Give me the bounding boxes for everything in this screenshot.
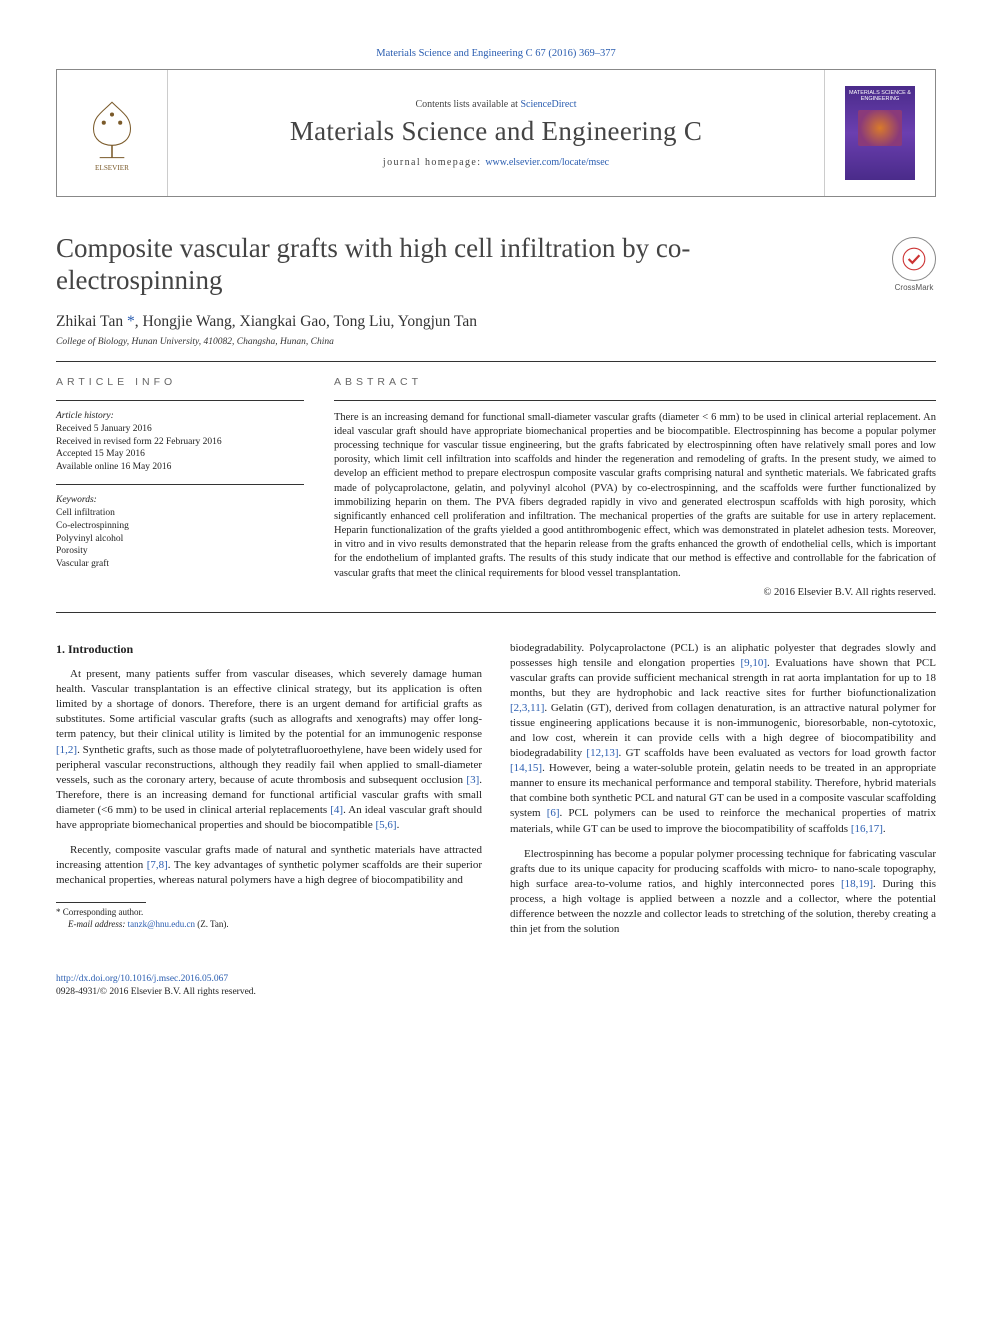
kw-5: Vascular graft — [56, 558, 304, 571]
issn-line: 0928-4931/© 2016 Elsevier B.V. All right… — [56, 987, 256, 997]
abstract-panel: ABSTRACT There is an increasing demand f… — [334, 376, 936, 598]
paper-title: Composite vascular grafts with high cell… — [56, 233, 776, 297]
ref-9-10[interactable]: [9,10] — [740, 657, 767, 669]
elsevier-logo-icon: ELSEVIER — [81, 94, 143, 172]
ref-16-17[interactable]: [16,17] — [851, 823, 883, 835]
kw-3: Polyvinyl alcohol — [56, 533, 304, 546]
footnote-star: * Corresponding author. — [56, 907, 482, 919]
ref-7-8[interactable]: [7,8] — [147, 859, 168, 871]
header-citation: Materials Science and Engineering C 67 (… — [56, 48, 936, 59]
column-left: 1. Introduction At present, many patient… — [56, 641, 482, 947]
contents-prefix: Contents lists available at — [415, 99, 520, 110]
cover-title: MATERIALS SCIENCE & ENGINEERING — [849, 90, 911, 102]
history-accepted: Accepted 15 May 2016 — [56, 448, 304, 461]
p1-b: . Synthetic grafts, such as those made o… — [56, 744, 482, 786]
authors-line: Zhikai Tan *, Hongjie Wang, Xiangkai Gao… — [56, 313, 936, 331]
copyright-line: © 2016 Elsevier B.V. All rights reserved… — [334, 587, 936, 598]
svg-text:ELSEVIER: ELSEVIER — [95, 164, 129, 172]
masthead: ELSEVIER Contents lists available at Sci… — [56, 69, 936, 197]
rule-top — [56, 361, 936, 362]
contents-line: Contents lists available at ScienceDirec… — [415, 99, 576, 110]
abs-rule — [334, 400, 936, 401]
body-columns: 1. Introduction At present, many patient… — [56, 641, 936, 947]
cover-thumb-box: MATERIALS SCIENCE & ENGINEERING — [825, 70, 935, 196]
footnote-sep — [56, 902, 146, 903]
right-para-1: biodegradability. Polycaprolactone (PCL)… — [510, 641, 936, 837]
page-footer: http://dx.doi.org/10.1016/j.msec.2016.05… — [56, 973, 936, 999]
keywords-head: Keywords: — [56, 495, 304, 505]
corresponding-footnote: * Corresponding author. E-mail address: … — [56, 907, 482, 930]
ref-18-19[interactable]: [18,19] — [841, 878, 873, 890]
rule-mid — [56, 612, 936, 613]
kw-4: Porosity — [56, 545, 304, 558]
intro-para-2: Recently, composite vascular grafts made… — [56, 843, 482, 888]
right-para-2: Electrospinning has become a popular pol… — [510, 847, 936, 937]
ref-1-2[interactable]: [1,2] — [56, 744, 77, 756]
column-right: biodegradability. Polycaprolactone (PCL)… — [510, 641, 936, 947]
abstract-label: ABSTRACT — [334, 376, 936, 388]
kw-2: Co-electrospinning — [56, 520, 304, 533]
article-info-label: ARTICLE INFO — [56, 376, 304, 388]
history-received: Received 5 January 2016 — [56, 423, 304, 436]
history-revised: Received in revised form 22 February 201… — [56, 436, 304, 449]
email-suffix: (Z. Tan). — [195, 919, 229, 929]
ref-12-13[interactable]: [12,13] — [586, 747, 618, 759]
sciencedirect-link[interactable]: ScienceDirect — [520, 99, 576, 110]
citation-link[interactable]: Materials Science and Engineering C 67 (… — [376, 48, 615, 59]
cover-art — [858, 110, 902, 146]
homepage-prefix: journal homepage: — [383, 157, 485, 168]
doi-link[interactable]: http://dx.doi.org/10.1016/j.msec.2016.05… — [56, 974, 228, 984]
journal-cover-icon: MATERIALS SCIENCE & ENGINEERING — [845, 86, 915, 180]
intro-heading: 1. Introduction — [56, 641, 482, 657]
homepage-line: journal homepage: www.elsevier.com/locat… — [383, 157, 609, 168]
journal-name: Materials Science and Engineering C — [290, 116, 702, 147]
ref-6[interactable]: [6] — [547, 807, 560, 819]
abstract-text: There is an increasing demand for functi… — [334, 411, 936, 581]
p1-a: At present, many patients suffer from va… — [56, 668, 482, 740]
crossmark-widget[interactable]: CrossMark — [892, 237, 936, 292]
ref-2-3-11[interactable]: [2,3,11] — [510, 702, 544, 714]
history-head: Article history: — [56, 411, 304, 421]
intro-para-1: At present, many patients suffer from va… — [56, 667, 482, 833]
rp1-g: . — [883, 823, 886, 835]
publisher-logo-box: ELSEVIER — [57, 70, 167, 196]
rp1-d: . GT scaffolds have been evaluated as ve… — [619, 747, 937, 759]
p1-e: . — [397, 819, 400, 831]
crossmark-badge-icon — [892, 237, 936, 281]
masthead-center: Contents lists available at ScienceDirec… — [167, 70, 825, 196]
corresponding-star-link[interactable]: * — [127, 313, 135, 330]
kw-1: Cell infiltration — [56, 507, 304, 520]
ref-4[interactable]: [4] — [330, 804, 343, 816]
crossmark-label: CrossMark — [895, 283, 934, 292]
ref-3[interactable]: [3] — [466, 774, 479, 786]
email-label: E-mail address: — [68, 919, 128, 929]
ref-14-15[interactable]: [14,15] — [510, 762, 542, 774]
history-online: Available online 16 May 2016 — [56, 461, 304, 474]
affiliation: College of Biology, Hunan University, 41… — [56, 337, 936, 347]
article-info-panel: ARTICLE INFO Article history: Received 5… — [56, 376, 304, 598]
author-list: Zhikai Tan *, Hongjie Wang, Xiangkai Gao… — [56, 313, 477, 330]
email-link[interactable]: tanzk@hnu.edu.cn — [128, 919, 195, 929]
ref-5-6[interactable]: [5,6] — [376, 819, 397, 831]
homepage-link[interactable]: www.elsevier.com/locate/msec — [485, 157, 609, 168]
